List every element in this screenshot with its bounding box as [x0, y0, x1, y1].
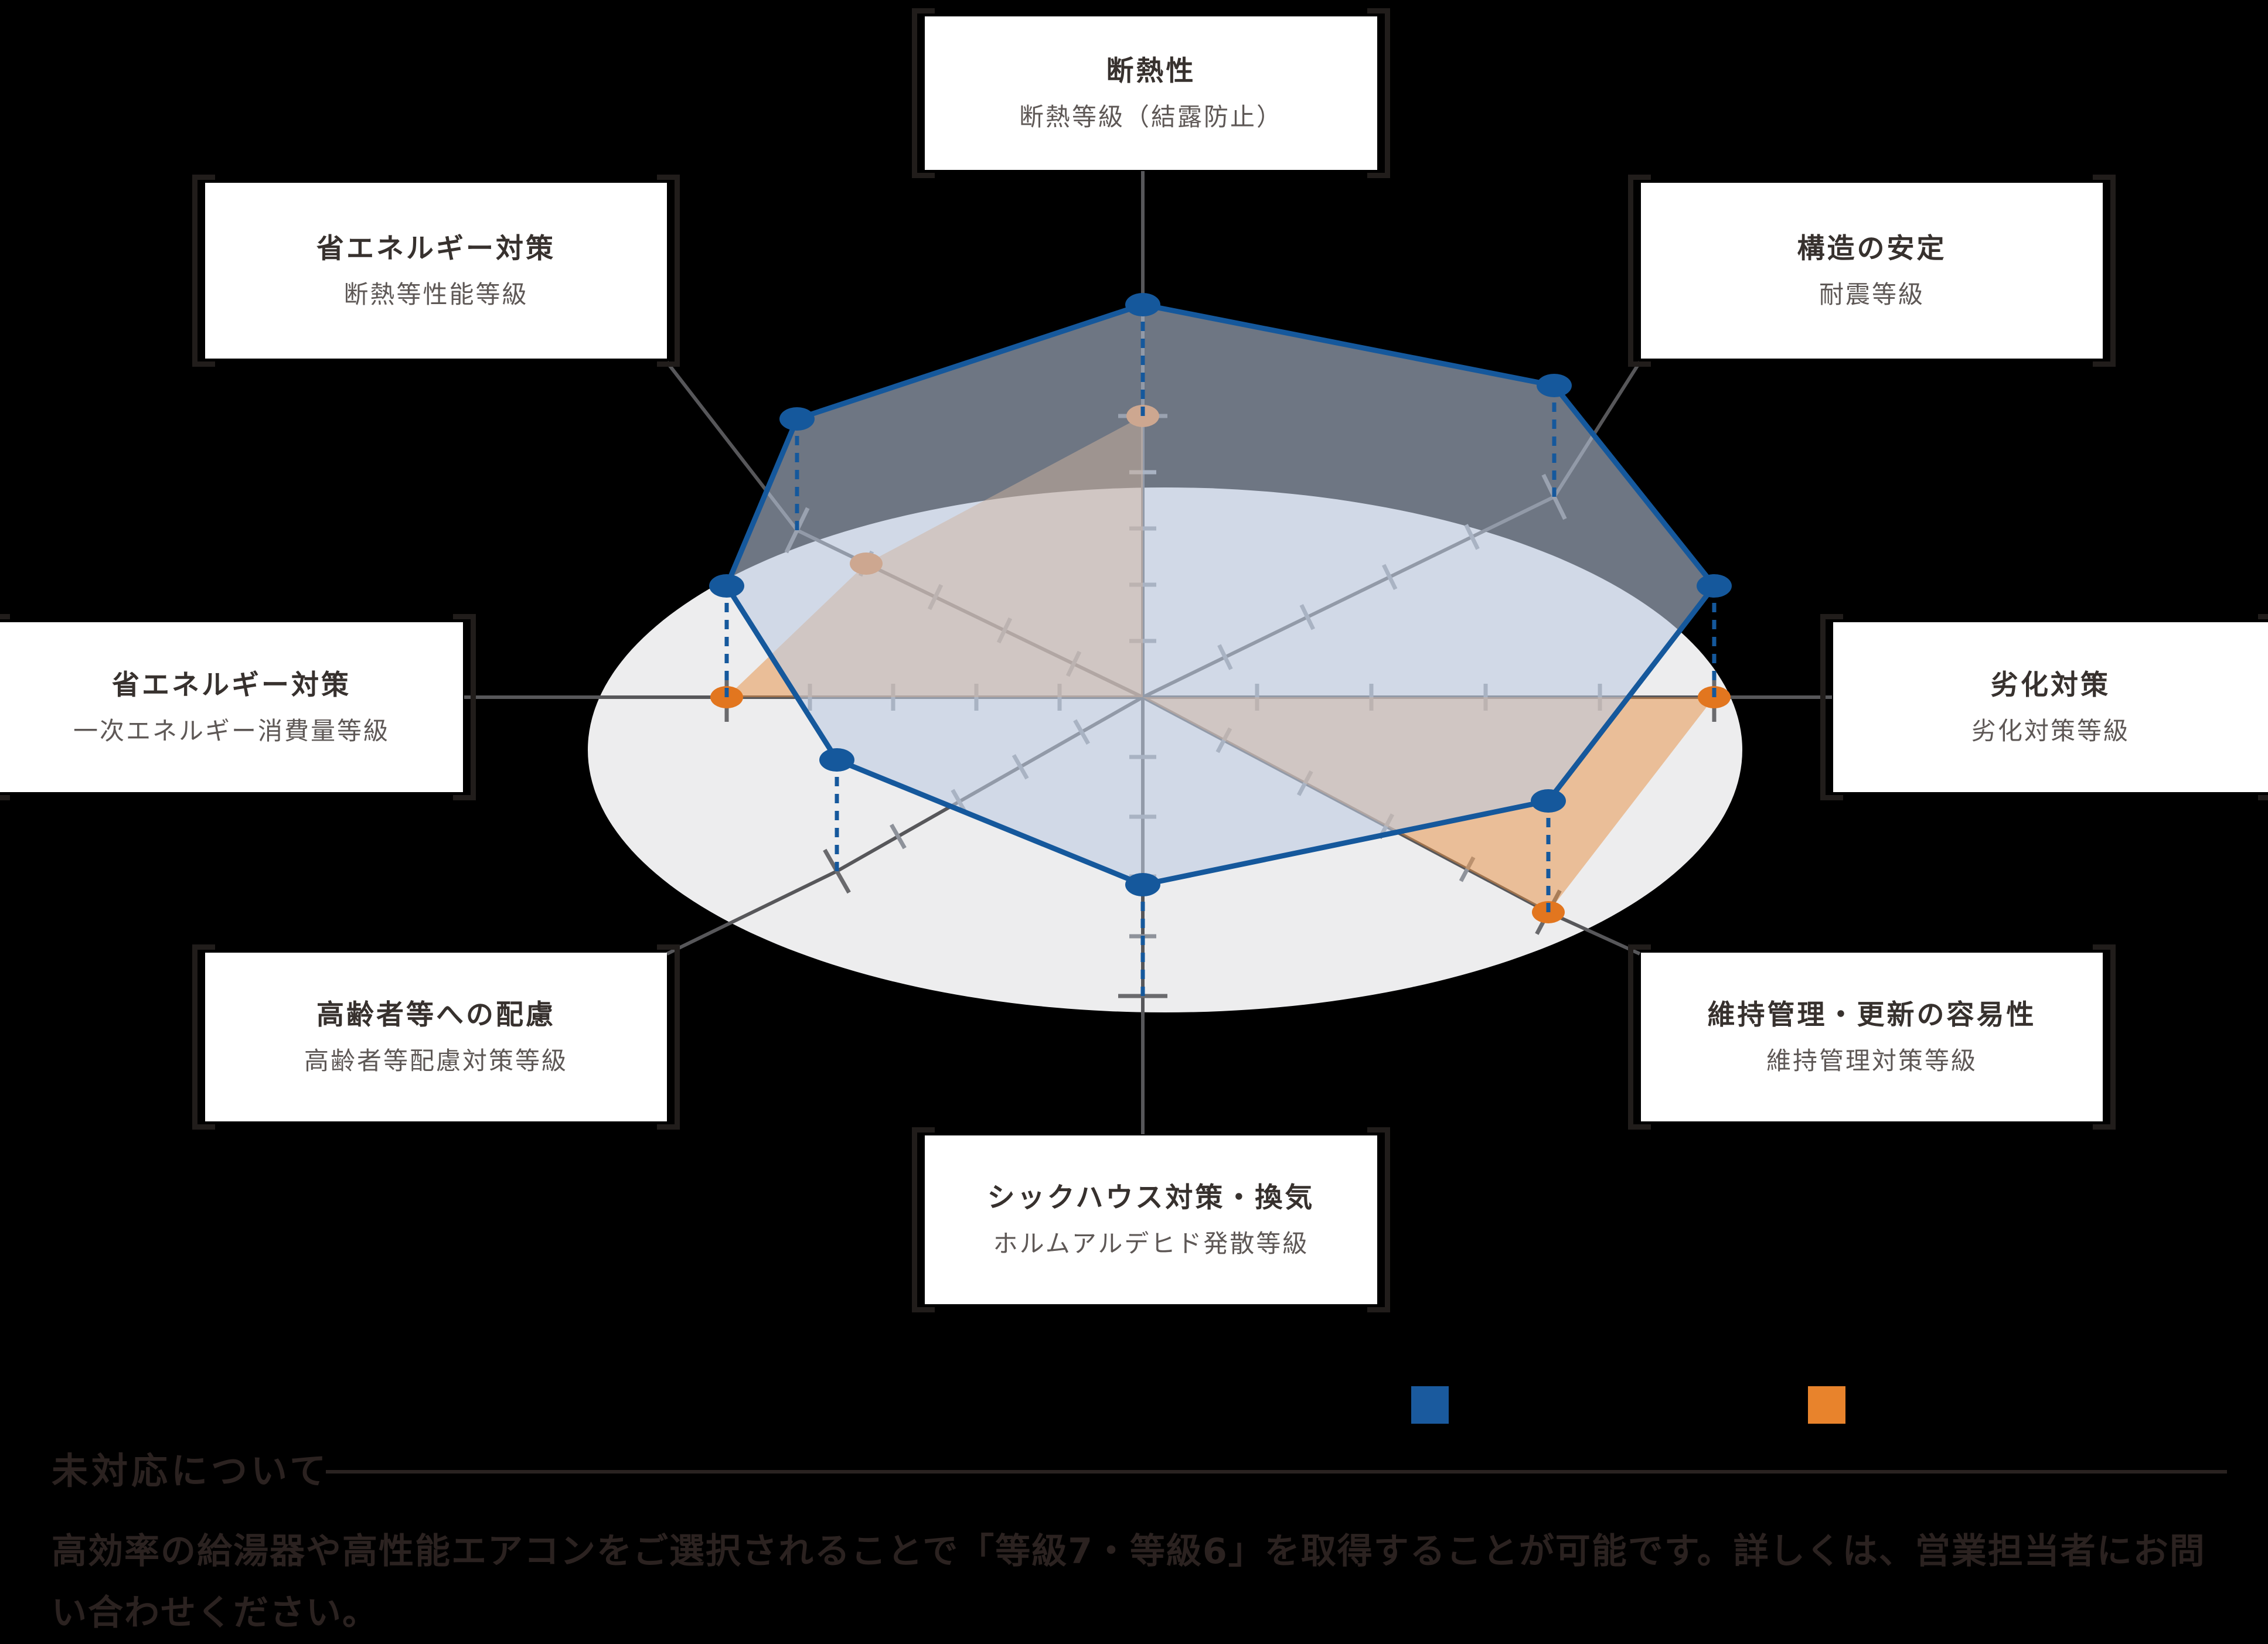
axis-subtitle: 高齢者等配慮対策等級 [304, 1046, 568, 1075]
axis-label-box-bottom-left: 高齢者等への配慮 高齢者等配慮対策等級 [192, 944, 680, 1130]
bracket-right-icon [657, 944, 680, 1130]
blue-data-point-left [709, 574, 744, 598]
bracket-left-icon [192, 944, 215, 1130]
bracket-left-icon [912, 1127, 935, 1312]
note-divider [326, 1470, 2227, 1474]
bracket-left-icon [0, 614, 10, 800]
note-heading: 未対応について [52, 1449, 330, 1492]
axis-label-box-top-left: 省エネルギー対策 断熱等性能等級 [192, 175, 680, 367]
blue-data-point-bottom-left [819, 748, 854, 772]
axis-title: 構造の安定 [1797, 232, 1947, 265]
axis-subtitle: 維持管理対策等級 [1766, 1046, 1977, 1075]
bracket-left-icon [1820, 614, 1843, 800]
axis-label-box-right: 劣化対策 劣化対策等級 [1820, 614, 2268, 800]
note-text: 高効率の給湯器や高性能エアコンをご選択されることで「等級7・等級6」を取得するこ… [52, 1531, 2206, 1633]
axis-label-box-top-right: 構造の安定 耐震等級 [1628, 175, 2116, 367]
blue-data-point-top-left [779, 407, 815, 431]
axis-title: 維持管理・更新の容易性 [1707, 998, 2037, 1031]
axis-subtitle: 断熱等性能等級 [343, 279, 529, 309]
radar-tick [889, 823, 907, 850]
axis-label-box-bottom-right: 維持管理・更新の容易性 維持管理対策等級 [1628, 944, 2116, 1130]
bracket-right-icon [657, 175, 680, 367]
axis-title: 劣化対策 [1991, 668, 2110, 701]
bracket-right-icon [453, 614, 476, 800]
bracket-right-icon [1367, 1127, 1390, 1312]
axis-subtitle: 一次エネルギー消費量等級 [73, 716, 390, 745]
blue-data-point-bottom-right [1531, 789, 1566, 813]
bracket-right-icon [1367, 8, 1390, 178]
legend-swatch-blue [1411, 1386, 1449, 1424]
axis-title: シックハウス対策・換気 [987, 1181, 1315, 1214]
axis-title: 省エネルギー対策 [112, 668, 351, 701]
axis-title: 高齢者等への配慮 [316, 998, 556, 1031]
blue-data-point-top-right [1537, 374, 1572, 397]
bracket-left-icon [192, 175, 215, 367]
axis-label-box-top: 断熱性 断熱等級（結露防止） [912, 8, 1390, 178]
bracket-left-icon [912, 8, 935, 178]
axis-subtitle: 耐震等級 [1819, 279, 1925, 309]
bracket-left-icon [1628, 944, 1651, 1130]
bracket-right-icon [2258, 614, 2268, 800]
axis-label-box-bottom: シックハウス対策・換気 ホルムアルデヒド発散等級 [912, 1127, 1390, 1312]
blue-data-point-right [1697, 574, 1732, 598]
bracket-right-icon [2093, 175, 2116, 367]
bracket-right-icon [2093, 944, 2116, 1130]
bracket-left-icon [1628, 175, 1651, 367]
axis-label-box-left: 省エネルギー対策 一次エネルギー消費量等級 [0, 614, 476, 800]
axis-subtitle: 劣化対策等級 [1971, 716, 2130, 745]
axis-title: 省エネルギー対策 [316, 232, 556, 265]
legend-swatch-orange [1808, 1386, 1845, 1424]
blue-data-point-bottom [1125, 873, 1160, 896]
blue-data-point-top [1125, 293, 1160, 316]
axis-title: 断熱性 [1106, 54, 1196, 87]
axis-subtitle: 断熱等級（結露防止） [1019, 102, 1283, 131]
axis-subtitle: ホルムアルデヒド発散等級 [993, 1229, 1309, 1258]
